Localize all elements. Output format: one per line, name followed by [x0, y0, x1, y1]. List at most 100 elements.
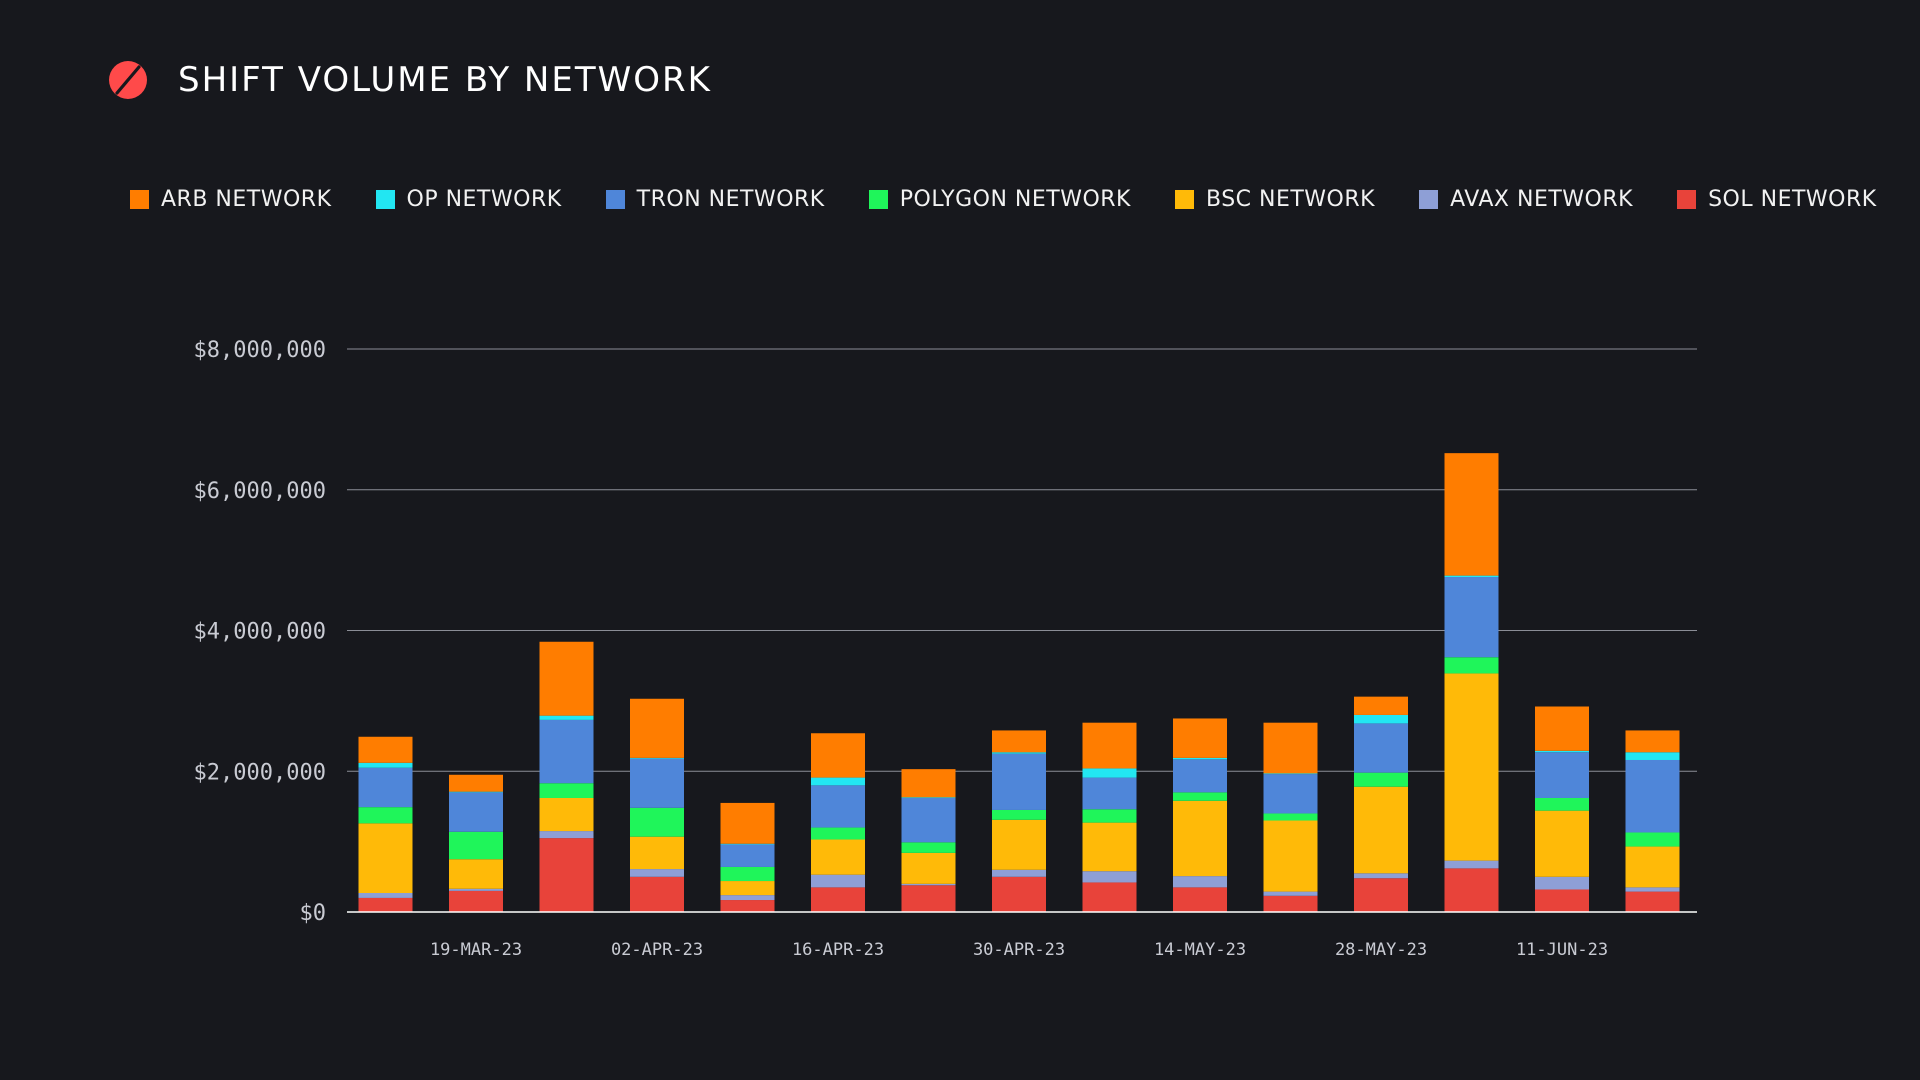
bar-segment-polygon-network[interactable]: [630, 807, 684, 837]
bar-segment-avax-network[interactable]: [1173, 876, 1227, 888]
bar-segment-avax-network[interactable]: [901, 883, 956, 886]
bar-segment-bsc-network[interactable]: [1354, 786, 1408, 874]
bar-segment-polygon-network[interactable]: [1535, 797, 1589, 811]
bar-segment-tron-network[interactable]: [1535, 752, 1589, 798]
bar-segment-polygon-network[interactable]: [992, 809, 1046, 820]
bar-segment-tron-network[interactable]: [630, 758, 684, 808]
bar-segment-arb-network[interactable]: [1625, 730, 1680, 753]
bar-segment-op-network[interactable]: [539, 715, 594, 720]
bar-segment-tron-network[interactable]: [992, 753, 1046, 810]
bar-segment-polygon-network[interactable]: [539, 783, 594, 798]
bar-stack[interactable]: [539, 641, 594, 912]
bar-segment-bsc-network[interactable]: [720, 881, 775, 896]
bar-segment-sol-network[interactable]: [358, 897, 413, 912]
bar-segment-avax-network[interactable]: [1354, 873, 1408, 879]
bar-stack[interactable]: [449, 774, 503, 912]
bar-segment-sol-network[interactable]: [1263, 895, 1318, 912]
bar-segment-arb-network[interactable]: [1535, 706, 1589, 751]
bar-segment-tron-network[interactable]: [811, 785, 865, 828]
bar-segment-arb-network[interactable]: [358, 736, 413, 763]
bar-segment-bsc-network[interactable]: [539, 797, 594, 832]
bar-segment-bsc-network[interactable]: [1625, 846, 1680, 888]
bar-segment-tron-network[interactable]: [449, 792, 503, 832]
legend-item-polygon-network[interactable]: POLYGON NETWORK: [868, 187, 1131, 212]
bar-segment-arb-network[interactable]: [901, 769, 956, 798]
bar-segment-avax-network[interactable]: [992, 869, 1046, 877]
bar-segment-arb-network[interactable]: [1444, 453, 1499, 576]
bar-segment-op-network[interactable]: [1625, 752, 1680, 760]
bar-segment-polygon-network[interactable]: [358, 807, 413, 824]
bar-segment-op-network[interactable]: [630, 757, 684, 759]
bar-segment-bsc-network[interactable]: [1173, 800, 1227, 877]
bar-segment-bsc-network[interactable]: [811, 839, 865, 875]
bar-stack[interactable]: [358, 736, 413, 912]
bar-segment-avax-network[interactable]: [1444, 860, 1499, 869]
bar-segment-bsc-network[interactable]: [358, 823, 413, 893]
bar-segment-op-network[interactable]: [1354, 714, 1408, 724]
bar-segment-op-network[interactable]: [1263, 773, 1318, 775]
bar-segment-avax-network[interactable]: [1263, 891, 1318, 896]
bar-segment-arb-network[interactable]: [811, 733, 865, 778]
bar-segment-sol-network[interactable]: [449, 890, 503, 912]
bar-segment-arb-network[interactable]: [1263, 722, 1318, 774]
bar-stack[interactable]: [1263, 722, 1318, 912]
bar-segment-polygon-network[interactable]: [449, 831, 503, 860]
bar-segment-sol-network[interactable]: [720, 900, 775, 912]
bar-segment-arb-network[interactable]: [720, 802, 775, 844]
bar-segment-op-network[interactable]: [358, 762, 413, 768]
bar-segment-sol-network[interactable]: [539, 838, 594, 912]
bar-segment-tron-network[interactable]: [1444, 577, 1499, 658]
bar-segment-avax-network[interactable]: [811, 874, 865, 888]
bar-stack[interactable]: [901, 769, 956, 912]
bar-segment-polygon-network[interactable]: [720, 866, 775, 882]
bar-segment-polygon-network[interactable]: [1173, 792, 1227, 801]
bar-segment-arb-network[interactable]: [1173, 718, 1227, 758]
bar-segment-polygon-network[interactable]: [901, 842, 956, 853]
bar-segment-tron-network[interactable]: [901, 797, 956, 843]
bar-segment-avax-network[interactable]: [539, 831, 594, 839]
bar-stack[interactable]: [1173, 718, 1227, 912]
bar-segment-avax-network[interactable]: [1082, 871, 1137, 883]
bar-segment-avax-network[interactable]: [720, 895, 775, 901]
bar-segment-op-network[interactable]: [901, 797, 956, 798]
legend-item-op-network[interactable]: OP NETWORK: [375, 187, 562, 212]
bar-segment-tron-network[interactable]: [1263, 774, 1318, 814]
bar-stack[interactable]: [992, 730, 1046, 912]
bar-segment-polygon-network[interactable]: [811, 827, 865, 840]
bar-segment-tron-network[interactable]: [1354, 723, 1408, 773]
bar-segment-bsc-network[interactable]: [630, 836, 684, 870]
bar-segment-bsc-network[interactable]: [1082, 822, 1137, 872]
bar-segment-polygon-network[interactable]: [1263, 813, 1318, 821]
bar-segment-sol-network[interactable]: [630, 876, 684, 912]
bar-segment-op-network[interactable]: [1535, 750, 1589, 753]
bar-segment-sol-network[interactable]: [1354, 878, 1408, 912]
bar-stack[interactable]: [811, 733, 865, 912]
bar-segment-sol-network[interactable]: [1535, 889, 1589, 912]
bar-segment-bsc-network[interactable]: [1263, 820, 1318, 892]
bar-segment-avax-network[interactable]: [630, 869, 684, 877]
bar-stack[interactable]: [1354, 696, 1408, 912]
bar-segment-op-network[interactable]: [1444, 575, 1499, 578]
bar-segment-polygon-network[interactable]: [1625, 832, 1680, 847]
legend-item-tron-network[interactable]: TRON NETWORK: [605, 187, 825, 212]
bar-segment-avax-network[interactable]: [358, 892, 413, 898]
bar-stack[interactable]: [1444, 453, 1499, 912]
bar-segment-sol-network[interactable]: [1082, 882, 1137, 912]
bar-segment-op-network[interactable]: [992, 752, 1046, 754]
bar-segment-arb-network[interactable]: [539, 641, 594, 716]
bar-segment-sol-network[interactable]: [901, 885, 956, 912]
bar-segment-tron-network[interactable]: [1625, 759, 1680, 833]
bar-segment-bsc-network[interactable]: [901, 852, 956, 884]
bar-segment-bsc-network[interactable]: [1535, 810, 1589, 877]
bar-segment-op-network[interactable]: [720, 843, 775, 845]
bar-segment-polygon-network[interactable]: [1082, 809, 1137, 823]
legend-item-arb-network[interactable]: ARB NETWORK: [130, 187, 332, 212]
legend-item-bsc-network[interactable]: BSC NETWORK: [1174, 187, 1375, 212]
bar-segment-bsc-network[interactable]: [1444, 673, 1499, 861]
bar-segment-sol-network[interactable]: [1173, 887, 1227, 912]
bar-segment-op-network[interactable]: [811, 777, 865, 786]
bar-segment-tron-network[interactable]: [1173, 759, 1227, 793]
bar-segment-avax-network[interactable]: [1625, 887, 1680, 892]
bar-segment-tron-network[interactable]: [720, 844, 775, 867]
bar-segment-op-network[interactable]: [1173, 757, 1227, 760]
